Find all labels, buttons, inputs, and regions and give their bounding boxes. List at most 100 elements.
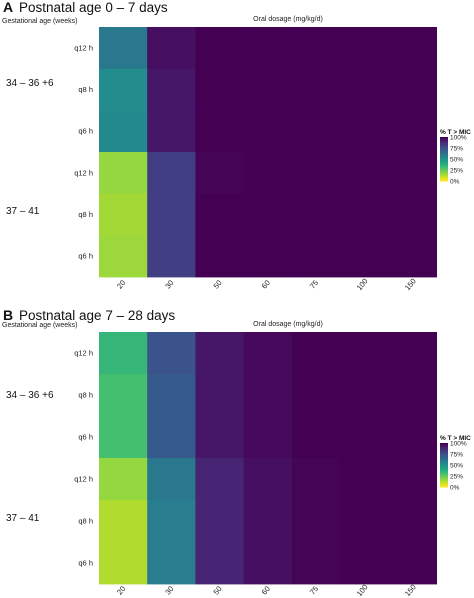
legend-tick-label: 100%	[450, 441, 467, 448]
legend-gradient-step	[440, 473, 448, 476]
row-tick-label: q8 h	[78, 391, 93, 400]
legend-gradient-step	[440, 445, 448, 447]
heatmap-cell	[340, 416, 389, 459]
heatmap-cell	[291, 542, 341, 585]
heatmap-cell	[243, 152, 293, 195]
heatmap-cell	[147, 27, 196, 70]
heatmap-cell	[147, 152, 196, 195]
heatmap-cell	[388, 193, 437, 236]
heatmap-cell	[243, 542, 293, 585]
legend-gradient-step	[440, 173, 448, 175]
heatmap-cell	[340, 500, 389, 543]
y-axis-title: Gestational age (weeks)	[2, 18, 77, 25]
heatmap-cell	[243, 193, 293, 236]
heatmap-cell	[99, 500, 148, 543]
heatmap-cell	[147, 68, 196, 111]
heatmap-cell	[195, 68, 244, 111]
legend-gradient-step	[440, 153, 448, 156]
heatmap-cell	[291, 235, 341, 278]
legend-gradient-step	[440, 148, 448, 150]
heatmap-cell	[99, 374, 148, 417]
legend-gradient-step	[440, 481, 448, 484]
row-tick-label: q6 h	[78, 433, 93, 442]
heatmap-cell	[388, 416, 437, 459]
heatmap-cell	[147, 416, 196, 459]
x-tick-label: 150	[403, 583, 418, 598]
heatmap-cell	[99, 416, 148, 459]
heatmap-cell	[291, 458, 341, 501]
heatmap-cell	[291, 68, 341, 111]
legend-gradient-step	[440, 474, 448, 477]
row-tick-label: q12 h	[74, 168, 93, 177]
legend-gradient-step	[440, 179, 448, 182]
legend-gradient-step	[440, 454, 448, 456]
legend-gradient-step	[440, 144, 448, 147]
heatmap-cell	[195, 500, 244, 543]
row-tick-label: q8 h	[78, 517, 93, 526]
legend-gradient-step	[440, 177, 448, 180]
heatmap-cell	[243, 68, 293, 111]
legend-gradient-step	[440, 143, 448, 146]
legend-gradient-step	[440, 483, 448, 486]
heatmap-cell	[243, 416, 293, 459]
legend-gradient-step	[440, 458, 448, 460]
heatmap-cells	[99, 332, 437, 585]
legend-gradient-step	[440, 469, 448, 471]
heatmap-cell	[340, 542, 389, 585]
heatmap-cell	[195, 235, 244, 278]
heatmap-cell	[195, 416, 244, 459]
y-axis-title: Gestational age (weeks)	[2, 322, 77, 329]
x-tick-label: 60	[260, 278, 272, 290]
heatmap-cell	[195, 193, 244, 236]
legend-gradient-step	[440, 160, 448, 162]
legend-tick-label: 75%	[450, 146, 463, 153]
x-tick-label: 100	[355, 583, 370, 598]
legend-gradient-step	[440, 457, 448, 459]
legend-tick-label: 0%	[450, 179, 460, 186]
legend-gradient-step	[440, 460, 448, 463]
legend-gradient-step	[440, 452, 448, 455]
heatmap-cell	[195, 152, 244, 195]
legend-gradient-step	[440, 172, 448, 174]
group-label: 34 – 36 +6	[6, 390, 54, 401]
heatmap-cell	[291, 500, 341, 543]
heatmap-cell	[195, 458, 244, 501]
legend-gradient-step	[440, 456, 448, 458]
heatmap-cell	[388, 542, 437, 585]
legend-tick-label: 0%	[450, 485, 460, 492]
heatmap-cell	[291, 27, 341, 70]
legend-gradient-step	[440, 166, 448, 169]
legend-gradient-step	[440, 156, 448, 159]
heatmap-cell	[291, 374, 341, 417]
heatmap-cell	[388, 374, 437, 417]
legend-gradient-step	[440, 476, 448, 478]
heatmap-cell	[388, 68, 437, 111]
legend-gradient-step	[440, 466, 448, 468]
legend-gradient-step	[440, 138, 448, 140]
legend-gradient-step	[440, 165, 448, 168]
legend-gradient-step	[440, 477, 448, 479]
legend-gradient-step	[440, 478, 448, 480]
heatmap-cell	[340, 332, 389, 375]
row-tick-label: q12 h	[74, 349, 93, 358]
row-tick-label: q8 h	[78, 210, 93, 219]
heatmap-cell	[291, 110, 341, 153]
x-tick-label: 20	[115, 278, 127, 290]
legend-tick-label: 100%	[450, 135, 467, 142]
legend-gradient-step	[440, 462, 448, 465]
legend-gradient-step	[440, 468, 448, 470]
legend-gradient-step	[440, 137, 448, 139]
legend-gradient-step	[440, 154, 448, 157]
legend-gradient-step	[440, 141, 448, 143]
legend-tick-label: 25%	[450, 168, 463, 175]
x-tick-label: 50	[211, 584, 223, 596]
legend-tick-label: 75%	[450, 452, 463, 459]
heatmap-cell	[340, 458, 389, 501]
heatmap-cell	[195, 374, 244, 417]
heatmap-cell	[147, 110, 196, 153]
legend-gradient-step	[440, 470, 448, 473]
legend-gradient-step	[440, 164, 448, 167]
legend-gradient-step	[440, 178, 448, 181]
